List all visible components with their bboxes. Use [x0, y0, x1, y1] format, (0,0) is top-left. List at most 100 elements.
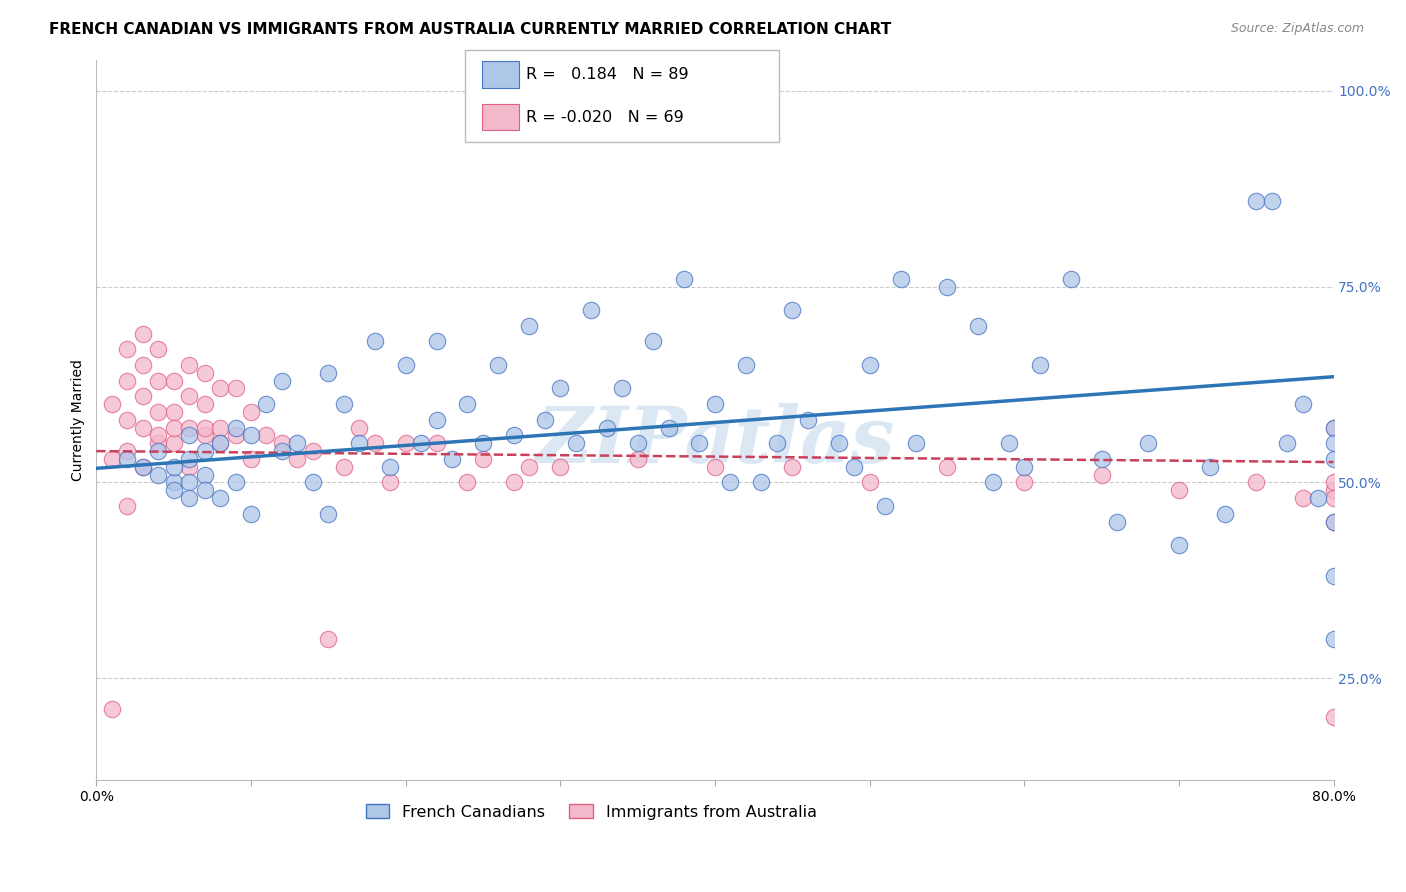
- Point: [163, 459, 186, 474]
- Point: [579, 303, 602, 318]
- Point: [564, 436, 586, 450]
- Point: [287, 451, 309, 466]
- Point: [240, 451, 263, 466]
- Point: [548, 381, 571, 395]
- Point: [240, 507, 263, 521]
- Point: [688, 436, 710, 450]
- Point: [1306, 491, 1329, 505]
- Text: Source: ZipAtlas.com: Source: ZipAtlas.com: [1230, 22, 1364, 36]
- Point: [441, 451, 464, 466]
- Legend: French Canadians, Immigrants from Australia: French Canadians, Immigrants from Austra…: [359, 797, 824, 826]
- Point: [380, 459, 402, 474]
- Point: [595, 420, 617, 434]
- Point: [657, 420, 679, 434]
- Point: [1105, 515, 1128, 529]
- Point: [548, 459, 571, 474]
- Point: [179, 459, 201, 474]
- Y-axis label: Currently Married: Currently Married: [72, 359, 86, 481]
- Point: [148, 436, 170, 450]
- Point: [194, 467, 217, 482]
- Point: [827, 436, 849, 450]
- Point: [271, 374, 294, 388]
- Text: ZIPatlas: ZIPatlas: [536, 403, 894, 480]
- Point: [395, 358, 418, 372]
- Point: [472, 436, 495, 450]
- Point: [1291, 397, 1313, 411]
- Point: [1260, 194, 1282, 208]
- Point: [179, 428, 201, 442]
- Point: [426, 334, 449, 349]
- Point: [1012, 475, 1035, 490]
- Point: [209, 381, 232, 395]
- Point: [209, 491, 232, 505]
- Point: [411, 436, 433, 450]
- Point: [503, 428, 526, 442]
- Point: [1244, 475, 1267, 490]
- Point: [333, 397, 356, 411]
- Point: [271, 444, 294, 458]
- Point: [457, 397, 479, 411]
- Point: [163, 483, 186, 498]
- Point: [1322, 515, 1344, 529]
- Point: [1136, 436, 1159, 450]
- Point: [117, 451, 139, 466]
- Text: R = -0.020   N = 69: R = -0.020 N = 69: [526, 110, 683, 125]
- Point: [703, 459, 725, 474]
- Point: [148, 343, 170, 357]
- Point: [101, 702, 124, 716]
- Point: [117, 499, 139, 513]
- Point: [904, 436, 927, 450]
- Point: [163, 436, 186, 450]
- Point: [302, 475, 325, 490]
- Point: [626, 436, 648, 450]
- Point: [179, 358, 201, 372]
- Point: [1167, 538, 1189, 552]
- Point: [765, 436, 787, 450]
- Point: [1322, 475, 1344, 490]
- Point: [194, 420, 217, 434]
- Point: [117, 374, 139, 388]
- Point: [132, 358, 155, 372]
- Point: [935, 279, 957, 293]
- Point: [117, 413, 139, 427]
- Point: [1090, 467, 1112, 482]
- Point: [981, 475, 1004, 490]
- Point: [734, 358, 756, 372]
- Point: [287, 436, 309, 450]
- Point: [148, 467, 170, 482]
- Point: [503, 475, 526, 490]
- Point: [132, 326, 155, 341]
- Point: [333, 459, 356, 474]
- Point: [997, 436, 1019, 450]
- Point: [873, 499, 896, 513]
- Point: [1275, 436, 1298, 450]
- Point: [101, 451, 124, 466]
- Point: [1322, 436, 1344, 450]
- Point: [163, 405, 186, 419]
- Point: [364, 334, 387, 349]
- Point: [395, 436, 418, 450]
- Point: [132, 459, 155, 474]
- Point: [626, 451, 648, 466]
- Point: [349, 436, 371, 450]
- Point: [271, 436, 294, 450]
- Point: [1059, 272, 1081, 286]
- Point: [225, 475, 247, 490]
- Text: FRENCH CANADIAN VS IMMIGRANTS FROM AUSTRALIA CURRENTLY MARRIED CORRELATION CHART: FRENCH CANADIAN VS IMMIGRANTS FROM AUSTR…: [49, 22, 891, 37]
- Point: [194, 397, 217, 411]
- Point: [179, 491, 201, 505]
- Point: [117, 343, 139, 357]
- Point: [1012, 459, 1035, 474]
- Point: [533, 413, 555, 427]
- Point: [148, 428, 170, 442]
- Point: [318, 632, 340, 646]
- Point: [194, 483, 217, 498]
- Point: [349, 420, 371, 434]
- Point: [842, 459, 865, 474]
- Point: [318, 366, 340, 380]
- Point: [780, 459, 803, 474]
- Point: [225, 428, 247, 442]
- Point: [796, 413, 818, 427]
- Point: [966, 318, 988, 333]
- Point: [1322, 420, 1344, 434]
